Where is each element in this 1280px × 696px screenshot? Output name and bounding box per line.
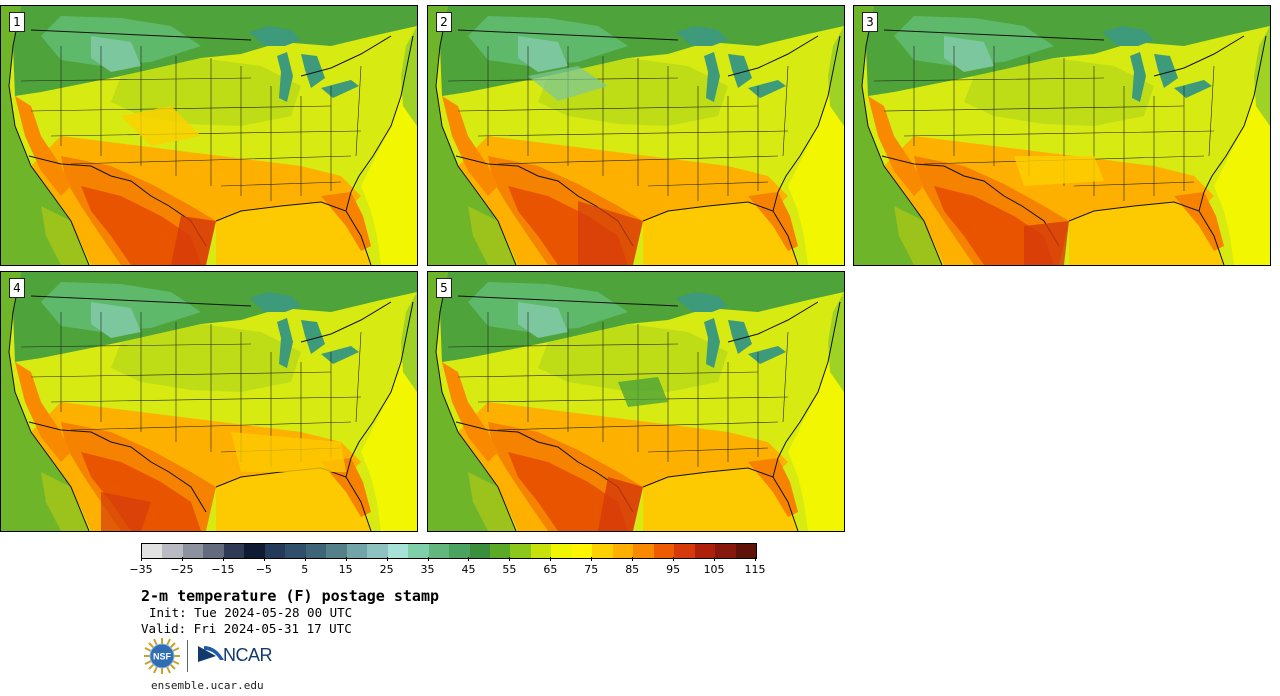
colorbar-segment (592, 544, 613, 558)
colorbar-segment (367, 544, 388, 558)
colorbar-tick-mark (591, 557, 593, 561)
colorbar-segment (633, 544, 654, 558)
postage-stamp-map-4: 4 (0, 271, 418, 532)
postage-stamp-map-5: 5 (427, 271, 845, 532)
temperature-map (1, 272, 417, 531)
colorbar-segment (571, 544, 593, 558)
colorbar-segment (244, 544, 265, 558)
colorbar-segment (694, 544, 716, 558)
colorbar-tick-mark (141, 557, 142, 561)
colorbar-segment (510, 544, 531, 558)
colorbar-segment (612, 544, 634, 558)
colorbar-tick-mark (632, 557, 634, 561)
colorbar-tick-mark (468, 557, 470, 561)
colorbar-segment (285, 544, 306, 558)
colorbar-tick-label: 115 (744, 563, 766, 576)
colorbar-tick-mark (386, 557, 388, 561)
colorbar-tick-label: −25 (170, 563, 194, 576)
colorbar-tick-label: 75 (584, 563, 599, 576)
colorbar-segment (408, 544, 429, 558)
postage-stamp-map-3: 3 (853, 5, 1271, 266)
colorbar-segment (735, 544, 757, 558)
colorbar-tick-mark (673, 557, 675, 561)
colorbar-segment (142, 544, 163, 558)
postage-stamp-map-2: 2 (427, 5, 845, 266)
colorbar-tick-label: 45 (461, 563, 476, 576)
colorbar-tick-label: −5 (255, 563, 272, 576)
member-number-label: 2 (436, 12, 452, 32)
colorbar-segment (489, 544, 511, 558)
colorbar-tick-label: 5 (301, 563, 309, 576)
member-number-label: 3 (862, 12, 878, 32)
colorbar-segment (551, 544, 572, 558)
colorbar-segment (182, 544, 204, 558)
colorbar-segment (264, 544, 286, 558)
colorbar-segment (449, 544, 470, 558)
colorbar-segment (223, 544, 245, 558)
colorbar-tick-mark (550, 557, 552, 561)
nsf-logo-text: NSF (153, 652, 172, 662)
colorbar-tick-label: 95 (666, 563, 681, 576)
colorbar-tick-label: −15 (211, 563, 235, 576)
colorbar-segment (674, 544, 695, 558)
colorbar-tick-mark (345, 557, 347, 561)
temperature-colorbar (141, 543, 757, 559)
colorbar-segment (387, 544, 409, 558)
colorbar-segment (326, 544, 347, 558)
ncar-logo-mark (198, 646, 224, 662)
temperature-map (854, 6, 1270, 265)
logos: NSF NCAR (144, 638, 274, 674)
ncar-logo-text: NCAR (223, 645, 273, 665)
site-url: ensemble.ucar.edu (151, 679, 264, 692)
nsf-logo: NSF (144, 638, 180, 674)
temperature-map (428, 272, 844, 531)
colorbar-tick-label: 65 (543, 563, 558, 576)
colorbar-segment (305, 544, 327, 558)
colorbar-tick-mark (222, 557, 224, 561)
colorbar-tick-mark (755, 557, 756, 561)
colorbar-ticks: −35 −25 −15 −5 5 15 25 35 45 55 65 75 85 95 105 115 (129, 557, 766, 579)
colorbar-tick-label: 55 (502, 563, 517, 576)
colorbar-segment (530, 544, 552, 558)
colorbar-segment (715, 544, 736, 558)
member-number-label: 1 (9, 12, 25, 32)
colorbar-tick-label: 25 (379, 563, 394, 576)
colorbar-tick-mark (427, 557, 429, 561)
member-number-label: 5 (436, 278, 452, 298)
colorbar-tick-mark (263, 557, 265, 561)
colorbar-tick-mark (509, 557, 511, 561)
colorbar-tick-label: 85 (625, 563, 640, 576)
colorbar-segment (203, 544, 224, 558)
temperature-map (1, 6, 417, 265)
colorbar-tick-label: −35 (129, 563, 153, 576)
colorbar-segment (653, 544, 675, 558)
init-time: Init: Tue 2024-05-28 00 UTC (149, 605, 353, 620)
member-number-label: 4 (9, 278, 25, 298)
colorbar-segment (162, 544, 183, 558)
temperature-map (428, 6, 844, 265)
colorbar-segment (469, 544, 490, 558)
colorbar-segment (346, 544, 368, 558)
colorbar-tick-mark (714, 557, 716, 561)
colorbar-tick-label: 105 (703, 563, 725, 576)
colorbar-tick-label: 35 (420, 563, 435, 576)
valid-time: Valid: Fri 2024-05-31 17 UTC (141, 621, 352, 636)
colorbar-tick-mark (304, 557, 306, 561)
postage-stamp-map-1: 1 (0, 5, 418, 266)
colorbar-segment (428, 544, 450, 558)
colorbar-tick-label: 15 (338, 563, 353, 576)
colorbar-tick-mark (181, 557, 183, 561)
figure-title: 2-m temperature (F) postage stamp (141, 587, 440, 605)
logo-divider (187, 640, 188, 672)
